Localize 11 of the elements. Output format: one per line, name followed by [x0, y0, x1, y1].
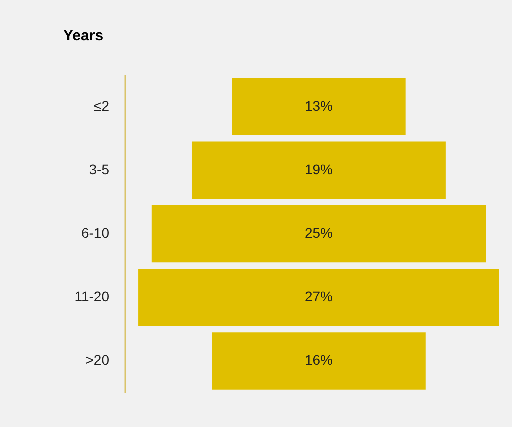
category-label: 3-5 — [89, 161, 110, 178]
data-label: 19% — [304, 161, 333, 178]
data-label: 13% — [304, 98, 333, 114]
category-label: 11-20 — [74, 288, 110, 305]
category-label: ≤2 — [94, 98, 110, 114]
category-label: >20 — [86, 352, 110, 368]
text: Years — [64, 28, 104, 44]
data-label: 27% — [304, 288, 333, 305]
data-label: 25% — [304, 225, 333, 241]
category-label: 6-10 — [81, 225, 110, 241]
data-label: 16% — [304, 352, 333, 368]
